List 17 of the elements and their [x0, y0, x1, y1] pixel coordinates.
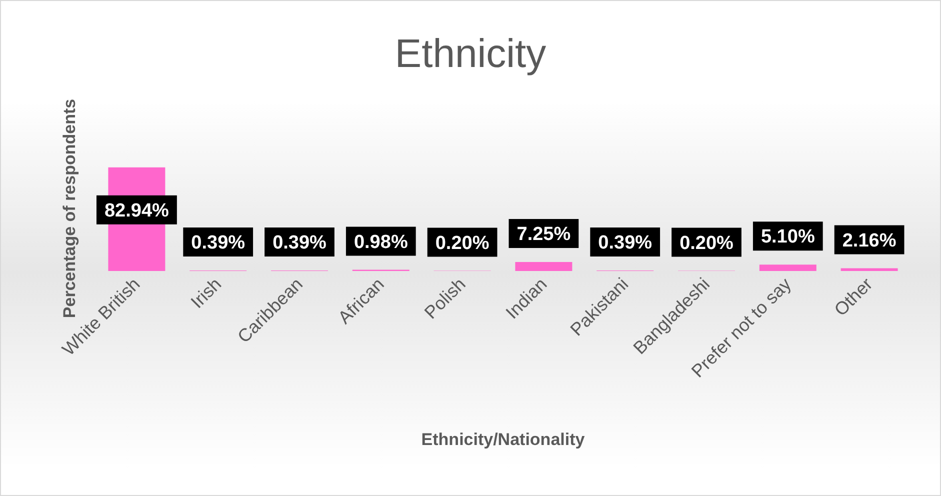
x-axis-title: Ethnicity/Nationality: [421, 430, 586, 449]
data-label: 82.94%: [104, 200, 170, 222]
data-label: 0.98%: [354, 232, 408, 253]
data-label: 0.39%: [191, 232, 246, 254]
data-label: 2.16%: [842, 230, 896, 252]
data-label: 0.39%: [598, 232, 652, 254]
y-axis-title: Percentage of respondents: [60, 98, 79, 318]
bar: [515, 262, 572, 271]
data-label: 0.20%: [680, 232, 734, 254]
x-tick-label: Irish: [187, 274, 226, 312]
bar: [759, 264, 816, 271]
bar: [840, 268, 898, 271]
chart-title: Ethnicity: [394, 32, 546, 76]
data-label: 0.39%: [272, 232, 327, 254]
data-label: 5.10%: [760, 226, 815, 248]
data-label: 7.25%: [516, 224, 571, 245]
data-label: 0.20%: [435, 232, 490, 254]
